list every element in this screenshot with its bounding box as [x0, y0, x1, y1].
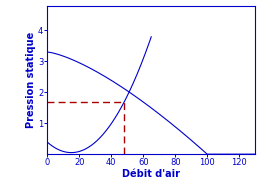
Y-axis label: Pression statique: Pression statique	[26, 32, 36, 128]
X-axis label: Débit d'air: Débit d'air	[122, 169, 180, 179]
